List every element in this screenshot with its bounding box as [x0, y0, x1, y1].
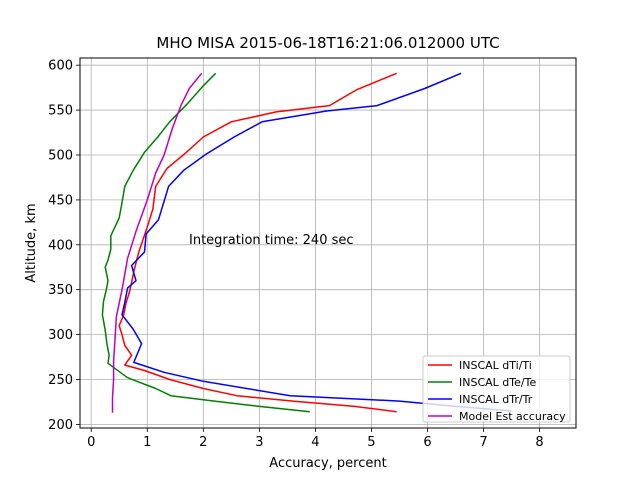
legend-label: INSCAL dTi/Ti: [459, 359, 532, 372]
y-axis: 200 250 300 350 400 450 500 550 600: [48, 59, 80, 433]
series-line: [121, 72, 512, 412]
integration-time-annotation: Integration time: 240 sec: [189, 233, 354, 248]
y-tick-label: 350: [48, 283, 73, 298]
y-tick-label: 600: [48, 59, 73, 74]
grid: [80, 58, 576, 428]
y-tick-label: 300: [48, 328, 73, 343]
x-tick-label: 4: [311, 435, 319, 450]
x-tick-label: 6: [423, 435, 431, 450]
x-axis-label: Accuracy, percent: [269, 456, 386, 471]
y-tick-label: 250: [48, 373, 73, 388]
legend-label: INSCAL dTr/Tr: [459, 393, 533, 406]
series-layer: [101, 72, 512, 413]
legend-box: [422, 355, 571, 423]
series-line: [118, 72, 397, 413]
legend-label: INSCAL dTe/Te: [459, 376, 536, 389]
plot-frame: [79, 57, 577, 429]
x-tick-label: 3: [255, 435, 263, 450]
chart-title: MHO MISA 2015-06-18T16:21:06.012000 UTC: [156, 34, 499, 52]
y-tick-label: 450: [48, 193, 73, 208]
x-tick-label: 0: [87, 435, 95, 450]
y-tick-label: 400: [48, 238, 73, 253]
series-line: [111, 72, 203, 413]
x-tick-label: 5: [367, 435, 375, 450]
x-tick-label: 2: [199, 435, 207, 450]
y-tick-label: 200: [48, 418, 73, 433]
legend-label: Model Est accuracy: [459, 410, 566, 423]
x-tick-label: 1: [143, 435, 151, 450]
y-axis-label: Altitude, km: [24, 203, 39, 282]
y-tick-label: 500: [48, 148, 73, 163]
y-tick-label: 550: [48, 104, 73, 119]
x-tick-label: 7: [479, 435, 487, 450]
x-tick-label: 8: [535, 435, 543, 450]
x-axis: 0 1 2 3 4 5 6 7 8: [87, 428, 544, 450]
legend: INSCAL dTi/Ti INSCAL dTe/Te INSCAL dTr/Tr M…: [422, 355, 571, 423]
series-line: [101, 72, 310, 413]
